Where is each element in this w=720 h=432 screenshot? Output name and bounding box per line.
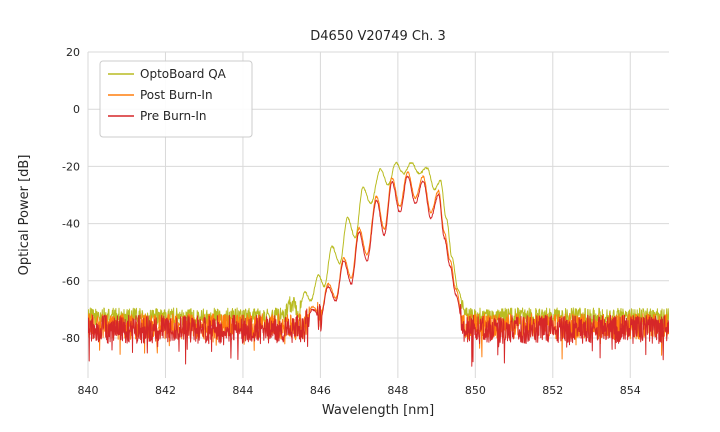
y-tick-label: -20 — [62, 160, 80, 173]
chart-title: D4650 V20749 Ch. 3 — [310, 29, 445, 44]
x-tick-label: 840 — [78, 384, 99, 397]
y-tick-label: -60 — [62, 275, 80, 288]
legend: OptoBoard QA Post Burn-In Pre Burn-In — [99, 60, 253, 138]
x-axis-label: Wavelength [nm] — [322, 403, 434, 418]
y-tick-label: 20 — [66, 46, 80, 59]
x-tick-label: 854 — [620, 384, 641, 397]
x-tick-label: 842 — [155, 384, 176, 397]
y-tick-label: -40 — [62, 218, 80, 231]
axis-tick-labels: 840 842 844 846 848 850 852 854 20 0 -20 -40 -60 -80 — [62, 46, 641, 397]
x-tick-label: 850 — [465, 384, 486, 397]
legend-box — [99, 60, 253, 138]
x-tick-label: 844 — [232, 384, 253, 397]
y-axis-label: Optical Power [dB] — [17, 155, 32, 276]
x-tick-label: 846 — [310, 384, 331, 397]
series-line-pre-burn-in — [88, 175, 669, 367]
y-tick-label: -80 — [62, 332, 80, 345]
y-tick-label: 0 — [73, 103, 80, 116]
legend-label-optoboard-qa: OptoBoard QA — [140, 67, 227, 81]
legend-label-pre-burn-in: Pre Burn-In — [140, 109, 207, 123]
series-line-optoboard-qa — [88, 161, 669, 334]
x-tick-label: 848 — [387, 384, 408, 397]
legend-label-post-burn-in: Post Burn-In — [140, 88, 213, 102]
x-tick-label: 852 — [542, 384, 563, 397]
series-lines — [88, 161, 669, 367]
